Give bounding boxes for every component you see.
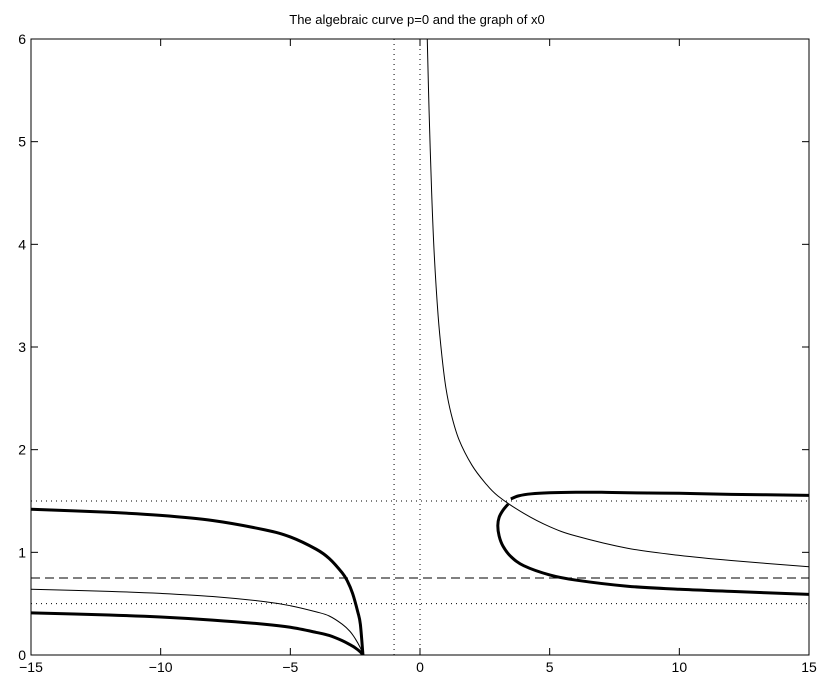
curve-thick-1 <box>31 611 365 655</box>
y-tick-label: 4 <box>18 236 26 252</box>
curve-thick-0 <box>31 507 365 655</box>
plot-frame <box>30 38 810 656</box>
curve-thin-2 <box>31 588 364 655</box>
x-tick-label: 0 <box>416 659 424 675</box>
chart-title: The algebraic curve p=0 and the graph of… <box>289 12 544 27</box>
curve-thick-5 <box>510 490 809 501</box>
x-tick-label: 5 <box>546 659 554 675</box>
y-tick-label: 2 <box>18 442 26 458</box>
y-tick-label: 0 <box>18 647 26 663</box>
x-tick-label: 10 <box>672 659 688 675</box>
y-tick-label: 5 <box>18 134 26 150</box>
y-tick-label: 6 <box>18 31 26 47</box>
curve-thin-3 <box>426 39 809 568</box>
curve-thick-4 <box>496 503 809 596</box>
curves <box>31 39 809 655</box>
y-tick-label: 3 <box>18 339 26 355</box>
x-tick-label: −10 <box>149 659 173 675</box>
x-tick-label: 15 <box>801 659 817 675</box>
y-tick-label: 1 <box>18 544 26 560</box>
x-tick-label: −15 <box>19 659 43 675</box>
x-tick-label: −5 <box>282 659 298 675</box>
plot-area: −15 −10 −5 0 5 10 15 0 1 2 3 4 5 6 <box>18 31 817 675</box>
